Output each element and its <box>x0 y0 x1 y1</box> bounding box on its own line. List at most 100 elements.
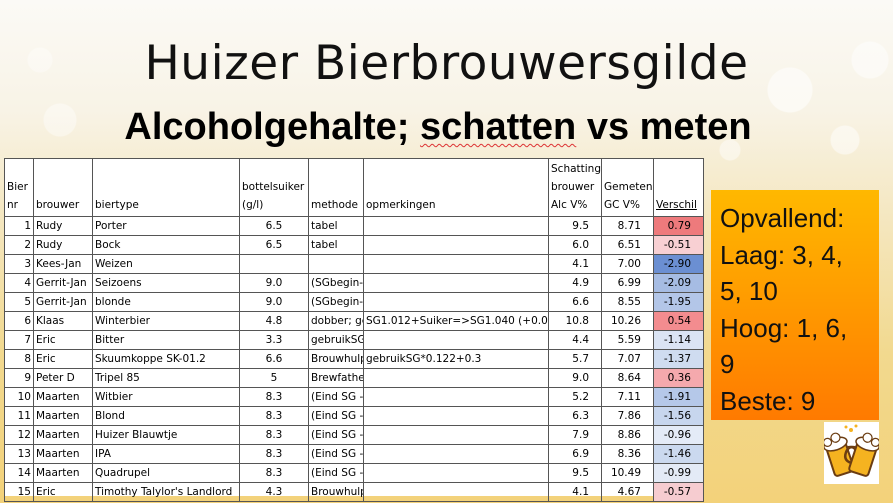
cell-bottelsuiker: 4.3 <box>239 482 309 502</box>
cell-bottelsuiker: 5 <box>239 368 309 388</box>
cell-opmerkingen <box>363 292 549 312</box>
cell-opmerkingen <box>363 387 549 407</box>
cell-schatting: 6.9 <box>548 444 602 464</box>
cell-biertype: Weizen <box>92 254 240 274</box>
cell-brouwer: Gerrit-Jan <box>33 292 93 312</box>
cell-brouwer: Maarten <box>33 387 93 407</box>
table-row: 15 Eric Timothy Talylor's Landlord 4.3 Brouw… <box>4 482 704 502</box>
cell-verschil: -2.90 <box>653 254 704 274</box>
cell-verschil: -1.14 <box>653 330 704 350</box>
cell-gemeten: 7.07 <box>601 349 654 369</box>
cell-brouwer: Maarten <box>33 425 93 445</box>
cell-nr: 4 <box>4 273 34 293</box>
cell-gemeten: 10.49 <box>601 463 654 483</box>
table-row: 6 Klaas Winterbier 4.8 dobber; ge SG1.012+Sui… <box>4 311 704 331</box>
cell-biertype: IPA <box>92 444 240 464</box>
cell-nr: 13 <box>4 444 34 464</box>
subtitle-spellcheck-word: schatten <box>419 106 577 148</box>
cell-schatting: 9.0 <box>548 368 602 388</box>
cell-verschil: -1.46 <box>653 444 704 464</box>
cell-bottelsuiker: 3.3 <box>239 330 309 350</box>
cell-bottelsuiker: 8.3 <box>239 387 309 407</box>
cell-brouwer: Peter D <box>33 368 93 388</box>
cell-opmerkingen <box>363 330 549 350</box>
cell-schatting: 10.8 <box>548 311 602 331</box>
header-biertype: biertype <box>92 158 240 217</box>
cell-methode: tabel <box>308 216 364 236</box>
cell-bottelsuiker: 9.0 <box>239 273 309 293</box>
cell-brouwer: Eric <box>33 349 93 369</box>
cell-schatting: 6.3 <box>548 406 602 426</box>
cell-gemeten: 7.00 <box>601 254 654 274</box>
cell-nr: 9 <box>4 368 34 388</box>
cell-nr: 15 <box>4 482 34 502</box>
cell-biertype: Huizer Blauwtje <box>92 425 240 445</box>
callout-heading: Opvallend: <box>720 203 845 233</box>
cell-schatting: 4.1 <box>548 482 602 502</box>
cell-schatting: 9.5 <box>548 216 602 236</box>
cell-opmerkingen <box>363 368 549 388</box>
cell-bottelsuiker: 6.6 <box>239 349 309 369</box>
cell-bottelsuiker: 8.3 <box>239 425 309 445</box>
cell-gemeten: 8.64 <box>601 368 654 388</box>
cell-opmerkingen <box>363 444 549 464</box>
cell-methode: dobber; ge <box>308 311 364 331</box>
cell-biertype: Witbier <box>92 387 240 407</box>
table-header-row: Bier nr brouwer biertype bottelsuiker (g… <box>4 158 704 217</box>
cell-gemeten: 6.51 <box>601 235 654 255</box>
cell-nr: 6 <box>4 311 34 331</box>
cell-verschil: -0.57 <box>653 482 704 502</box>
cell-schatting: 7.9 <box>548 425 602 445</box>
cell-bottelsuiker: 6.5 <box>239 216 309 236</box>
cell-methode: Brouwhulp <box>308 349 364 369</box>
cell-biertype: Porter <box>92 216 240 236</box>
cell-bottelsuiker: 4.8 <box>239 311 309 331</box>
cell-nr: 11 <box>4 406 34 426</box>
cell-brouwer: Maarten <box>33 463 93 483</box>
cell-opmerkingen <box>363 273 549 293</box>
cell-opmerkingen <box>363 406 549 426</box>
opvallend-callout: Opvallend: Laag: 3, 4, 5, 10 Hoog: 1, 6,… <box>711 190 879 420</box>
cell-biertype: Timothy Talylor's Landlord <box>92 482 240 502</box>
cell-bottelsuiker: 8.3 <box>239 444 309 464</box>
cell-verschil: -1.56 <box>653 406 704 426</box>
cell-bottelsuiker: 8.3 <box>239 406 309 426</box>
cell-biertype: Blond <box>92 406 240 426</box>
table-row: 1 Rudy Porter 6.5 tabel 9.5 8.71 0.79 <box>4 216 704 236</box>
cell-verschil: -0.99 <box>653 463 704 483</box>
cell-methode: (Eind SG - Begin SG) *131 <box>308 463 364 483</box>
cell-nr: 10 <box>4 387 34 407</box>
cell-opmerkingen: SG1.012+Suiker=>SG1.040 (+0.028) <box>363 311 549 331</box>
cell-biertype: blonde <box>92 292 240 312</box>
cell-schatting: 4.4 <box>548 330 602 350</box>
header-methode: methode <box>308 158 364 217</box>
cell-gemeten: 7.86 <box>601 406 654 426</box>
cell-opmerkingen <box>363 216 549 236</box>
cell-verschil: -2.09 <box>653 273 704 293</box>
cell-brouwer: Eric <box>33 482 93 502</box>
cell-nr: 2 <box>4 235 34 255</box>
cell-methode: Brewfather 8.5 <box>308 368 364 388</box>
cell-gemeten: 10.26 <box>601 311 654 331</box>
cell-gemeten: 7.11 <box>601 387 654 407</box>
cell-nr: 14 <box>4 463 34 483</box>
cell-bottelsuiker: 9.0 <box>239 292 309 312</box>
cell-verschil: 0.54 <box>653 311 704 331</box>
cell-methode: (Eind SG - Begin SG) *131 <box>308 444 364 464</box>
alcohol-table-container: Bier nr brouwer biertype bottelsuiker (g… <box>4 158 704 502</box>
cell-methode: (Eind SG - Begin SG) *131 <box>308 425 364 445</box>
header-bottelsuiker: bottelsuiker (g/l) <box>239 158 309 217</box>
cell-methode: gebruikSG*122+0.3 <box>308 330 364 350</box>
header-brouwer: brouwer <box>33 158 93 217</box>
cell-nr: 8 <box>4 349 34 369</box>
cell-biertype: Bitter <box>92 330 240 350</box>
cell-schatting: 6.0 <box>548 235 602 255</box>
cell-brouwer: Klaas <box>33 311 93 331</box>
cell-methode: (Eind SG - Begin SG) *131 <box>308 387 364 407</box>
header-schatting: Schatting brouwer Alc V% <box>548 158 602 217</box>
